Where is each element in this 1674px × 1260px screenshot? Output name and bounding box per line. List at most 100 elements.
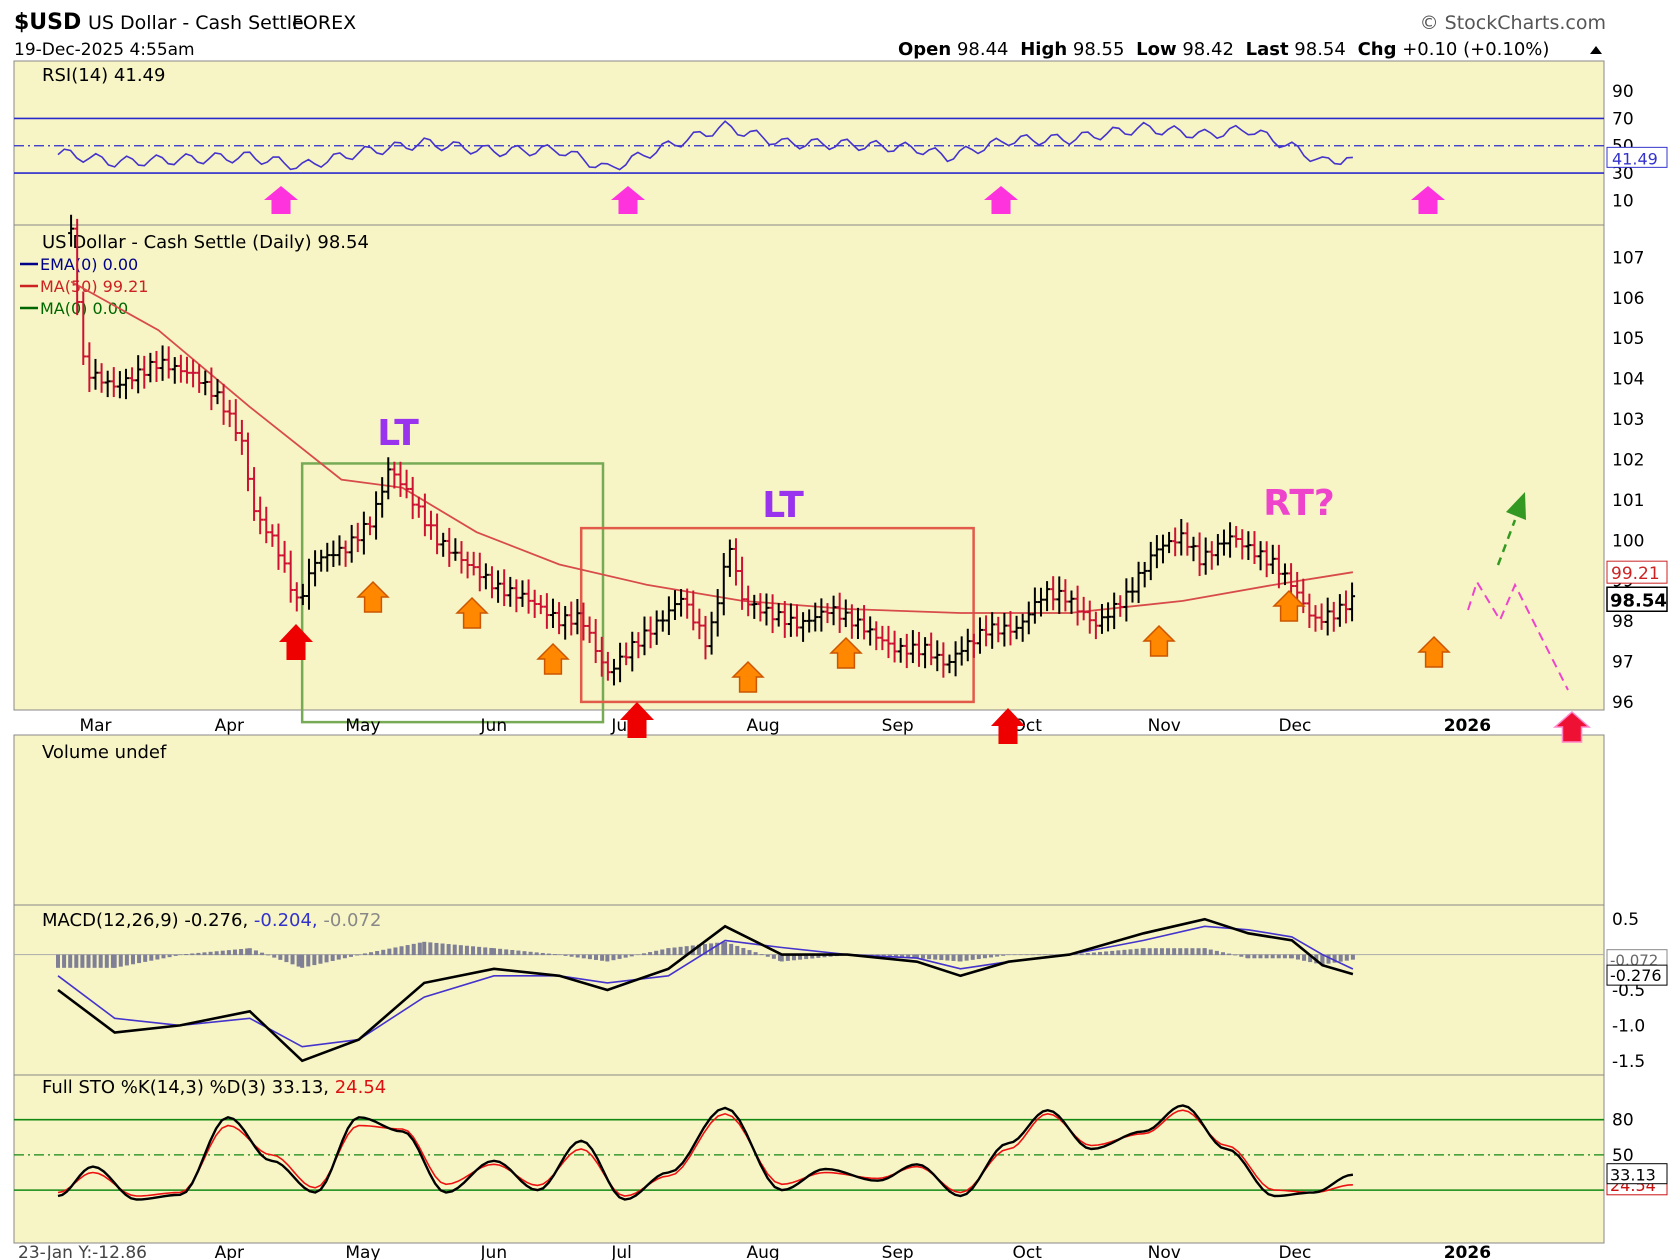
macd-histogram-bar [1289,954,1294,959]
price-bar [732,538,739,586]
rsi-arrow-icon [984,186,1018,214]
macd-histogram-bar [654,950,659,956]
price-bar [1147,541,1154,581]
macd-histogram-bar [434,942,439,956]
price-bar [153,350,160,382]
price-bar [867,616,874,646]
price-bar [1135,561,1142,604]
brand-logo[interactable]: © StockCharts.com [1420,12,1606,34]
cycle-low-arrow-icon [279,624,313,660]
macd-histogram-bar [1166,948,1171,956]
macd-histogram-bar [1214,950,1219,956]
price-bar [556,602,563,635]
price-bar [373,491,380,540]
price-bar [159,345,166,381]
macd-histogram-bar [68,954,73,968]
macd-histogram-bar [336,954,341,960]
minor-low-arrow-icon [455,596,489,629]
macd-histogram-bar [330,954,335,961]
macd-histogram-bar [130,954,135,965]
macd-histogram-bar [284,954,289,963]
price-bar [1019,613,1026,642]
price-bar [1245,531,1252,560]
price-bar [86,342,93,393]
macd-histogram-bar [1091,952,1096,956]
macd-histogram-bar [1159,948,1164,956]
bullish-arrowhead-icon [1506,492,1526,520]
range-box-2 [579,526,975,704]
price-bar [610,658,617,686]
price-bar [208,367,215,411]
price-bar [793,604,800,637]
macd-histogram-bar [914,954,919,959]
price-bar [232,399,239,442]
price-bar [1001,612,1008,647]
macd-label: MACD(12,26,9) -0.276, -0.204, -0.072 [42,910,381,931]
price-bar [287,550,294,603]
macd-histogram-bar [440,943,445,956]
price-bar [995,616,1002,643]
macd-histogram-bar [1024,954,1029,956]
macd-histogram-bar [196,952,201,956]
macd-histogram-bar [1227,953,1232,956]
macd-histogram-bar [927,954,932,960]
macd-histogram-bar [534,952,539,956]
price-bar [165,346,172,379]
macd-histogram-bar [184,954,189,956]
price-bar [257,496,264,535]
macd-chart [14,917,1604,1063]
macd-histogram-bar [1239,954,1244,957]
annotation-label: LT [377,413,419,454]
price-bar [1269,544,1276,575]
price-bar [135,355,142,394]
ma50-line [70,280,1354,614]
price-bar [690,590,697,631]
price-bar [220,383,227,425]
high-label: High [1020,39,1067,60]
price-bar [629,631,636,672]
macd-histogram-bar [483,947,488,956]
macd-histogram-bar [540,952,545,956]
macd-histogram-bar [452,944,457,956]
price-bar [202,370,209,396]
price-bar [604,651,611,681]
price-bar [958,636,965,666]
macd-histogram-bar [300,954,305,968]
macd-histogram-bar [247,948,252,956]
macd-histogram-bar [342,954,347,959]
macd-histogram-bar [1001,954,1006,956]
price-bar [1342,590,1349,624]
price-bar [854,607,861,639]
macd-histogram-bar [951,954,956,961]
price-bar [873,621,880,651]
macd-histogram-bar [1220,952,1225,956]
price-bar [592,619,599,664]
macd-histogram-bar [605,954,610,962]
price-bar [1336,594,1343,627]
price-bar [769,594,776,634]
last-value-tag [1606,586,1668,613]
price-bar [702,615,709,660]
price-bar [659,610,666,632]
price-bar [836,592,843,633]
price-bar [635,632,642,659]
datetime: 19-Dec-2025 4:55am [14,40,195,60]
macd-histogram-bar [369,952,374,956]
macd-histogram-bar [528,951,533,956]
macd-histogram-bar [575,954,580,958]
price-bar [891,630,898,663]
price-bar [1233,526,1240,548]
price-bar [1184,522,1191,556]
price-bar [415,496,422,518]
macd-histogram-bar [1326,954,1331,964]
macd-histogram-bar [816,954,821,958]
macd-histogram-bar [893,954,898,958]
macd-histogram-bar [86,954,91,968]
ma-value-text: 99.21 [1611,564,1660,584]
price-bar [1153,535,1160,569]
price-bar [580,602,587,641]
annotation-label: LT [762,485,804,526]
macd-histogram-bar [260,952,265,956]
macd-histogram-bar [1184,948,1189,956]
price-bar [1318,603,1325,630]
